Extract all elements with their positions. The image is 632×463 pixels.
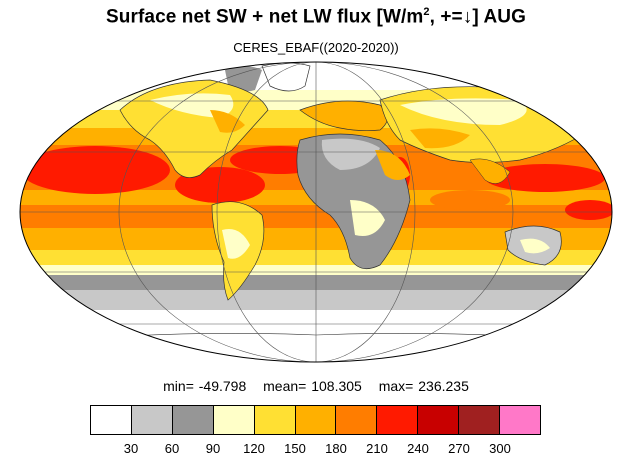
colorbar-swatch xyxy=(254,406,296,434)
colorbar-swatch xyxy=(336,406,378,434)
colorbar-swatch xyxy=(172,406,214,434)
colorbar-tick-label: 180 xyxy=(325,441,347,456)
map-subtitle: CERES_EBAF((2020-2020)) xyxy=(233,40,399,55)
colorbar-swatch xyxy=(377,406,419,434)
flux-field xyxy=(20,62,612,362)
colorbar-tick-label: 90 xyxy=(205,441,221,456)
colorbar-ticks: 30 60 90 120 150 180 210 240 270 300 xyxy=(90,441,541,457)
colorbar-swatch xyxy=(418,406,460,434)
colorbar-tick-label: 120 xyxy=(243,441,265,456)
colorbar-tick-label: 150 xyxy=(284,441,306,456)
globe-outline xyxy=(19,61,613,363)
colorbar-swatch xyxy=(295,406,337,434)
colorbar-tick-label: 270 xyxy=(448,441,470,456)
colorbar-swatch xyxy=(459,406,501,434)
colorbar-tick-label: 210 xyxy=(366,441,388,456)
colorbar-tick-label: 300 xyxy=(489,441,511,456)
stat-min: min= -49.798 xyxy=(163,378,247,394)
stat-mean: mean= 108.305 xyxy=(263,378,362,394)
colorbar-swatch xyxy=(213,406,255,434)
colorbar-swatch xyxy=(500,406,540,434)
colorbar-swatch xyxy=(91,406,132,434)
colorbar-tick-label: 60 xyxy=(164,441,180,456)
colorbar-swatch xyxy=(131,406,173,434)
stats-line: min= -49.798 mean= 108.305 max= 236.235 xyxy=(0,378,632,394)
colorbar-tick-label: 30 xyxy=(123,441,139,456)
colorbar xyxy=(90,405,541,435)
map-title: Surface net SW + net LW flux [W/m2, +=↓]… xyxy=(106,6,526,28)
colorbar-tick-label: 240 xyxy=(407,441,429,456)
stat-max: max= 236.235 xyxy=(378,378,469,394)
